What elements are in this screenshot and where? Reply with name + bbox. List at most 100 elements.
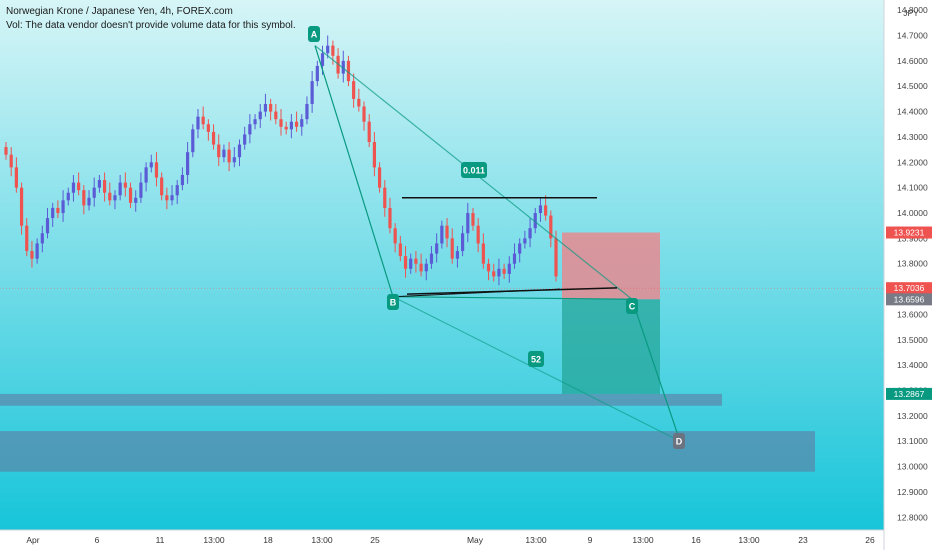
ratio-bd-label[interactable]: 52: [531, 355, 541, 365]
candle[interactable]: [154, 162, 159, 178]
candle[interactable]: [139, 182, 143, 198]
candle[interactable]: [377, 167, 382, 188]
candle[interactable]: [492, 271, 496, 277]
candle[interactable]: [128, 187, 133, 203]
candle[interactable]: [538, 205, 543, 214]
candle[interactable]: [471, 213, 475, 226]
candle[interactable]: [82, 190, 86, 206]
candle[interactable]: [123, 182, 127, 188]
support-zone[interactable]: [0, 393, 722, 406]
candle[interactable]: [372, 142, 376, 168]
candle[interactable]: [554, 238, 558, 277]
candle[interactable]: [352, 81, 356, 99]
candle[interactable]: [253, 119, 257, 125]
candle[interactable]: [284, 126, 288, 130]
neckline[interactable]: [392, 288, 561, 298]
candle[interactable]: [461, 233, 465, 252]
candle[interactable]: [211, 131, 216, 145]
point-d-label-box[interactable]: [673, 433, 685, 449]
candle[interactable]: [134, 197, 138, 203]
candle[interactable]: [476, 225, 480, 244]
ratio-ac-label-box[interactable]: [461, 162, 487, 178]
candle[interactable]: [97, 180, 101, 188]
candle[interactable]: [160, 177, 164, 196]
candle[interactable]: [398, 243, 402, 257]
candle[interactable]: [222, 149, 226, 158]
candle[interactable]: [300, 119, 304, 127]
candle[interactable]: [320, 53, 325, 66]
candle[interactable]: [35, 243, 39, 259]
time-axis-panel[interactable]: [0, 530, 932, 550]
candle[interactable]: [108, 192, 112, 201]
candle[interactable]: [528, 228, 532, 239]
candle[interactable]: [419, 263, 423, 272]
candle[interactable]: [274, 111, 278, 120]
candle[interactable]: [191, 129, 195, 153]
candle[interactable]: [315, 65, 319, 82]
candle[interactable]: [310, 81, 314, 104]
candle[interactable]: [186, 152, 190, 175]
candle[interactable]: [45, 218, 50, 234]
candle[interactable]: [248, 124, 252, 135]
candle[interactable]: [56, 207, 60, 214]
candle[interactable]: [165, 195, 169, 201]
candle[interactable]: [393, 228, 397, 244]
candle[interactable]: [294, 121, 299, 127]
abcd-pattern-line[interactable]: [314, 45, 681, 442]
price-badge[interactable]: [886, 293, 932, 306]
candle[interactable]: [486, 263, 491, 272]
candle[interactable]: [533, 213, 537, 229]
ratio-bd-label-box[interactable]: [528, 351, 544, 367]
candle[interactable]: [279, 119, 283, 127]
candle[interactable]: [170, 195, 174, 201]
candle[interactable]: [450, 238, 454, 259]
candle[interactable]: [51, 207, 55, 219]
candle[interactable]: [40, 233, 44, 244]
candle[interactable]: [144, 167, 148, 183]
candle[interactable]: [341, 60, 345, 74]
candle[interactable]: [414, 258, 418, 264]
candle[interactable]: [305, 103, 309, 120]
candle[interactable]: [507, 263, 511, 274]
candle[interactable]: [362, 106, 366, 122]
candle[interactable]: [367, 121, 371, 143]
candle[interactable]: [92, 187, 96, 198]
candle[interactable]: [269, 103, 273, 112]
candle[interactable]: [30, 251, 34, 259]
candle[interactable]: [403, 256, 408, 269]
support-zone[interactable]: [0, 431, 815, 472]
candle[interactable]: [518, 243, 522, 254]
candle[interactable]: [175, 185, 179, 196]
candle[interactable]: [258, 111, 262, 120]
candle[interactable]: [331, 45, 335, 56]
candle[interactable]: [388, 207, 392, 229]
candle[interactable]: [424, 263, 428, 272]
candle[interactable]: [4, 147, 8, 155]
point-c-label[interactable]: C: [629, 302, 636, 312]
candle[interactable]: [113, 195, 117, 201]
candle[interactable]: [445, 225, 449, 239]
candle[interactable]: [502, 268, 506, 274]
candle[interactable]: [409, 258, 413, 269]
candle[interactable]: [61, 200, 65, 214]
candle[interactable]: [9, 154, 13, 168]
point-c-label-box[interactable]: [626, 298, 638, 314]
candle[interactable]: [435, 243, 439, 254]
candle[interactable]: [440, 225, 444, 244]
candle[interactable]: [149, 162, 153, 168]
ratio-ac-label[interactable]: 0.011: [463, 166, 485, 176]
candle[interactable]: [237, 144, 242, 158]
candle[interactable]: [466, 213, 470, 234]
candle[interactable]: [497, 268, 501, 277]
candle[interactable]: [512, 253, 517, 264]
candle[interactable]: [263, 103, 268, 112]
candle[interactable]: [71, 182, 76, 193]
candle[interactable]: [429, 253, 434, 264]
candle[interactable]: [180, 174, 185, 186]
candle[interactable]: [455, 251, 460, 259]
candle[interactable]: [118, 182, 122, 196]
candle[interactable]: [346, 60, 351, 82]
candle[interactable]: [523, 238, 527, 244]
price-badge[interactable]: [886, 226, 932, 239]
